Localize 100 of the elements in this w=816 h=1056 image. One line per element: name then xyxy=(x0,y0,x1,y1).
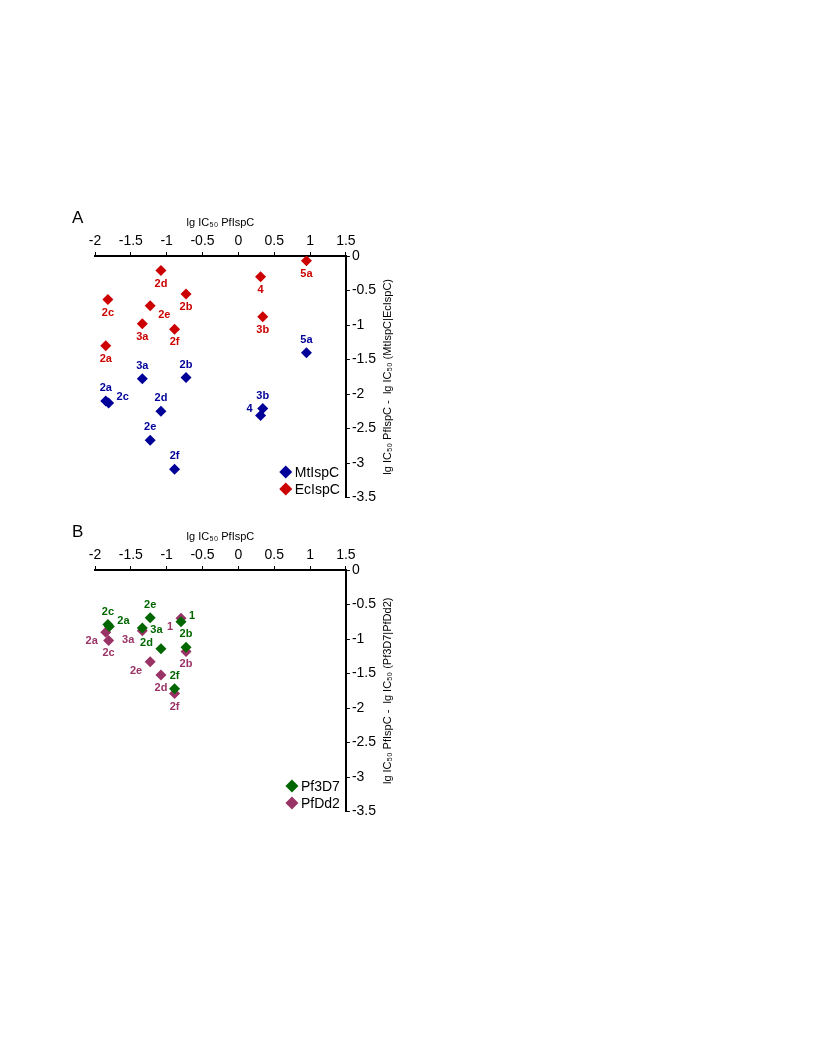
point xyxy=(155,265,167,276)
annotation: 2b xyxy=(179,357,193,370)
annotation: 1 xyxy=(189,608,196,621)
x-tick-label: 0.5 xyxy=(264,546,285,563)
y-tick-label: 0 xyxy=(351,560,360,577)
chart-title: A xyxy=(72,208,84,228)
annotation: 2f xyxy=(169,699,180,712)
y-tick-label: -0.5 xyxy=(351,281,377,298)
point xyxy=(144,656,156,668)
x-tick-label: 1 xyxy=(306,232,315,249)
y-tick-label: 0 xyxy=(351,246,360,263)
point xyxy=(102,293,114,305)
annotation: 3a xyxy=(136,329,150,342)
x-tick-label: -0.5 xyxy=(190,232,215,249)
annotation: 2b xyxy=(179,627,193,640)
y-tick-label: -1 xyxy=(351,629,365,646)
y-tick-label: -2 xyxy=(351,698,365,715)
y-tick-label: -3 xyxy=(351,453,365,470)
point xyxy=(257,403,269,415)
y-tick-label: -2 xyxy=(351,384,365,401)
annotation: 5a xyxy=(300,332,314,345)
y-tick-label: -3 xyxy=(351,767,365,784)
y-tick-label: -1 xyxy=(351,315,365,332)
x-tick-label: 0 xyxy=(234,546,243,563)
x-tick-label: -0.5 xyxy=(190,546,215,563)
point xyxy=(255,409,267,421)
x-tick-label: 0 xyxy=(234,232,243,249)
annotation: 2a xyxy=(85,634,99,647)
annotation: 3a xyxy=(122,632,136,645)
y-tick-label: -3.5 xyxy=(351,802,377,819)
point xyxy=(155,643,167,655)
x-axis-title: lg IC₅₀ PfIspC xyxy=(186,529,255,542)
point xyxy=(169,323,181,335)
y-tick-label: -3.5 xyxy=(351,488,377,505)
annotation: 5a xyxy=(300,266,314,279)
point xyxy=(103,634,115,646)
annotation: 2c xyxy=(102,646,115,659)
point xyxy=(257,311,269,323)
annotation: 2d xyxy=(154,680,168,693)
annotation: 2d xyxy=(140,635,153,648)
annotation: 2f xyxy=(169,668,180,681)
point xyxy=(180,288,192,300)
annotation: 3a xyxy=(136,358,150,371)
point xyxy=(255,271,267,283)
annotation: 2a xyxy=(99,351,113,364)
legend-label: Pf3D7 xyxy=(300,777,341,794)
annotation: 2a xyxy=(99,380,113,393)
point xyxy=(169,683,181,695)
point xyxy=(300,256,312,267)
annotation: 3b xyxy=(256,322,270,335)
legend-label: EcIspC xyxy=(294,480,340,497)
y-tick-label: -1.5 xyxy=(351,664,377,681)
annotation: 2a xyxy=(117,613,131,626)
x-axis-title: lg IC₅₀ PfIspC xyxy=(186,215,255,228)
point xyxy=(155,405,167,417)
x-tick-label: 1.5 xyxy=(336,546,356,563)
annotation: 2c xyxy=(101,604,115,617)
annotation: 2d xyxy=(154,276,168,289)
annotation: 2f xyxy=(169,449,180,462)
point xyxy=(155,669,167,681)
point xyxy=(180,641,192,653)
y-axis-title: lg IC₅₀ PfIspC - lg IC₅₀ (Pf3D7|PfDd2) xyxy=(381,597,394,785)
point xyxy=(136,373,148,385)
point xyxy=(144,434,156,446)
x-tick-label: -1 xyxy=(160,232,174,249)
annotation: 2c xyxy=(116,390,129,403)
point xyxy=(144,612,156,624)
point xyxy=(300,347,312,359)
annotation: 2b xyxy=(179,657,193,670)
point xyxy=(144,300,156,312)
x-tick-label: 0.5 xyxy=(264,232,285,249)
x-tick-label: -1.5 xyxy=(118,546,144,563)
y-axis-title: lg IC₅₀ PfIspC - lg IC₅₀ (MtIspC|EcIspC) xyxy=(381,278,394,475)
annotation: 3a xyxy=(150,623,164,636)
legend-label: PfDd2 xyxy=(300,794,341,811)
x-tick-label: -1.5 xyxy=(118,232,144,249)
annotation: 2e xyxy=(144,597,157,610)
point xyxy=(136,318,148,330)
annotation: 2e xyxy=(158,307,171,320)
y-tick-label: -2.5 xyxy=(351,419,377,436)
y-tick-label: -1.5 xyxy=(351,350,377,367)
x-tick-label: -2 xyxy=(88,546,102,563)
y-tick-label: -0.5 xyxy=(351,595,377,612)
annotation: 1 xyxy=(166,620,174,633)
annotation: 4 xyxy=(257,282,265,295)
annotation: 3b xyxy=(256,388,270,401)
annotation: 4 xyxy=(246,402,254,415)
annotation: 2e xyxy=(144,420,157,433)
annotation: 2d xyxy=(154,391,168,404)
x-tick-label: -1 xyxy=(160,546,174,563)
x-tick-label: -2 xyxy=(88,232,102,249)
x-tick-label: 1 xyxy=(306,546,315,563)
point xyxy=(169,463,181,475)
x-tick-label: 1.5 xyxy=(336,232,356,249)
legend-label: MtIspC xyxy=(294,463,340,480)
point xyxy=(100,340,112,352)
point xyxy=(180,371,192,383)
annotation: 2b xyxy=(179,300,193,312)
annotation: 2c xyxy=(101,305,115,318)
annotation: 2e xyxy=(129,663,143,676)
